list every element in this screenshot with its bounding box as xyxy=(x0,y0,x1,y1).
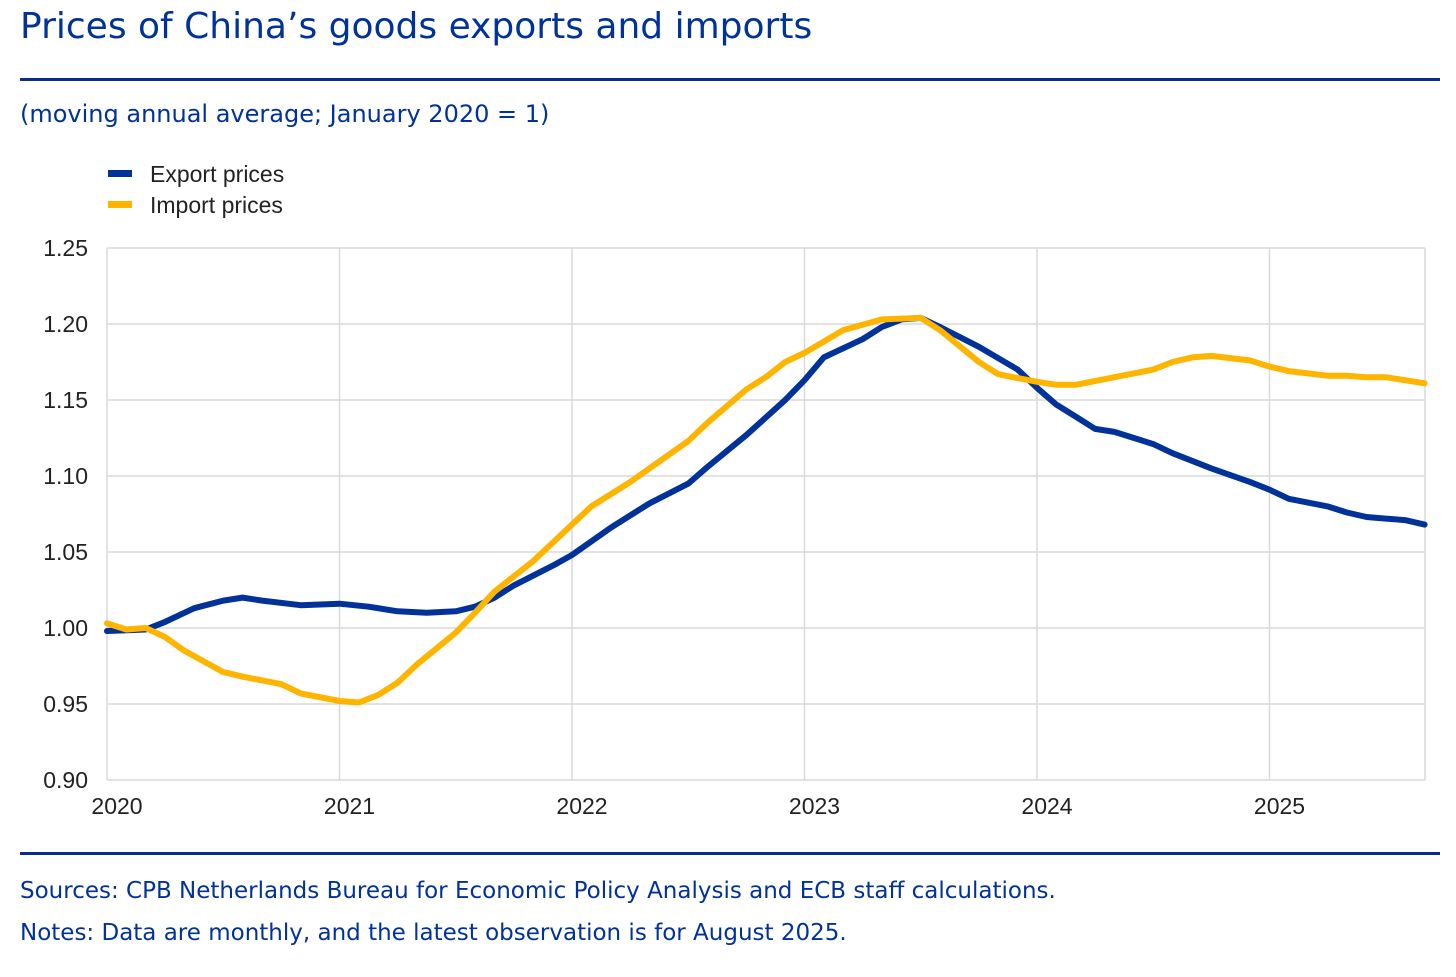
legend-swatch xyxy=(108,170,132,177)
chart-subtitle: (moving annual average; January 2020 = 1… xyxy=(20,100,550,128)
x-tick-label: 2025 xyxy=(1254,793,1305,819)
y-tick-label: 1.25 xyxy=(43,235,88,261)
legend-label: Import prices xyxy=(150,192,283,218)
y-tick-label: 1.05 xyxy=(43,539,88,565)
line-chart: 0.90 0.95 1.00 1.05 1.10 1.15 1.20 1.25 2020 2021… xyxy=(43,161,1428,819)
title-divider xyxy=(20,78,1440,81)
series-lines xyxy=(104,314,1428,706)
legend: Export prices Import prices xyxy=(108,161,284,218)
x-tick-label: 2022 xyxy=(556,793,607,819)
sources-note: Sources: CPB Netherlands Bureau for Econ… xyxy=(20,878,1056,904)
x-tick-label: 2024 xyxy=(1021,793,1072,819)
series-line-export-prices xyxy=(104,314,1428,634)
y-tick-label: 0.95 xyxy=(43,691,88,717)
y-tick-label: 0.90 xyxy=(43,767,88,793)
footer-divider xyxy=(20,852,1440,855)
y-tick-label: 1.20 xyxy=(43,311,88,337)
legend-label: Export prices xyxy=(150,161,284,187)
y-tick-label: 1.15 xyxy=(43,387,88,413)
chart-title: Prices of China’s goods exports and impo… xyxy=(20,6,813,47)
axes: 0.90 0.95 1.00 1.05 1.10 1.15 1.20 1.25 2020 2021… xyxy=(43,235,1305,819)
series-line-import-prices xyxy=(104,314,1428,706)
x-tick-label: 2023 xyxy=(789,793,840,819)
legend-swatch xyxy=(108,201,132,208)
y-tick-label: 1.00 xyxy=(43,615,88,641)
y-tick-label: 1.10 xyxy=(43,463,88,489)
x-tick-label: 2020 xyxy=(91,793,142,819)
grid xyxy=(106,247,1426,781)
notes-note: Notes: Data are monthly, and the latest … xyxy=(20,920,847,946)
x-tick-label: 2021 xyxy=(324,793,375,819)
